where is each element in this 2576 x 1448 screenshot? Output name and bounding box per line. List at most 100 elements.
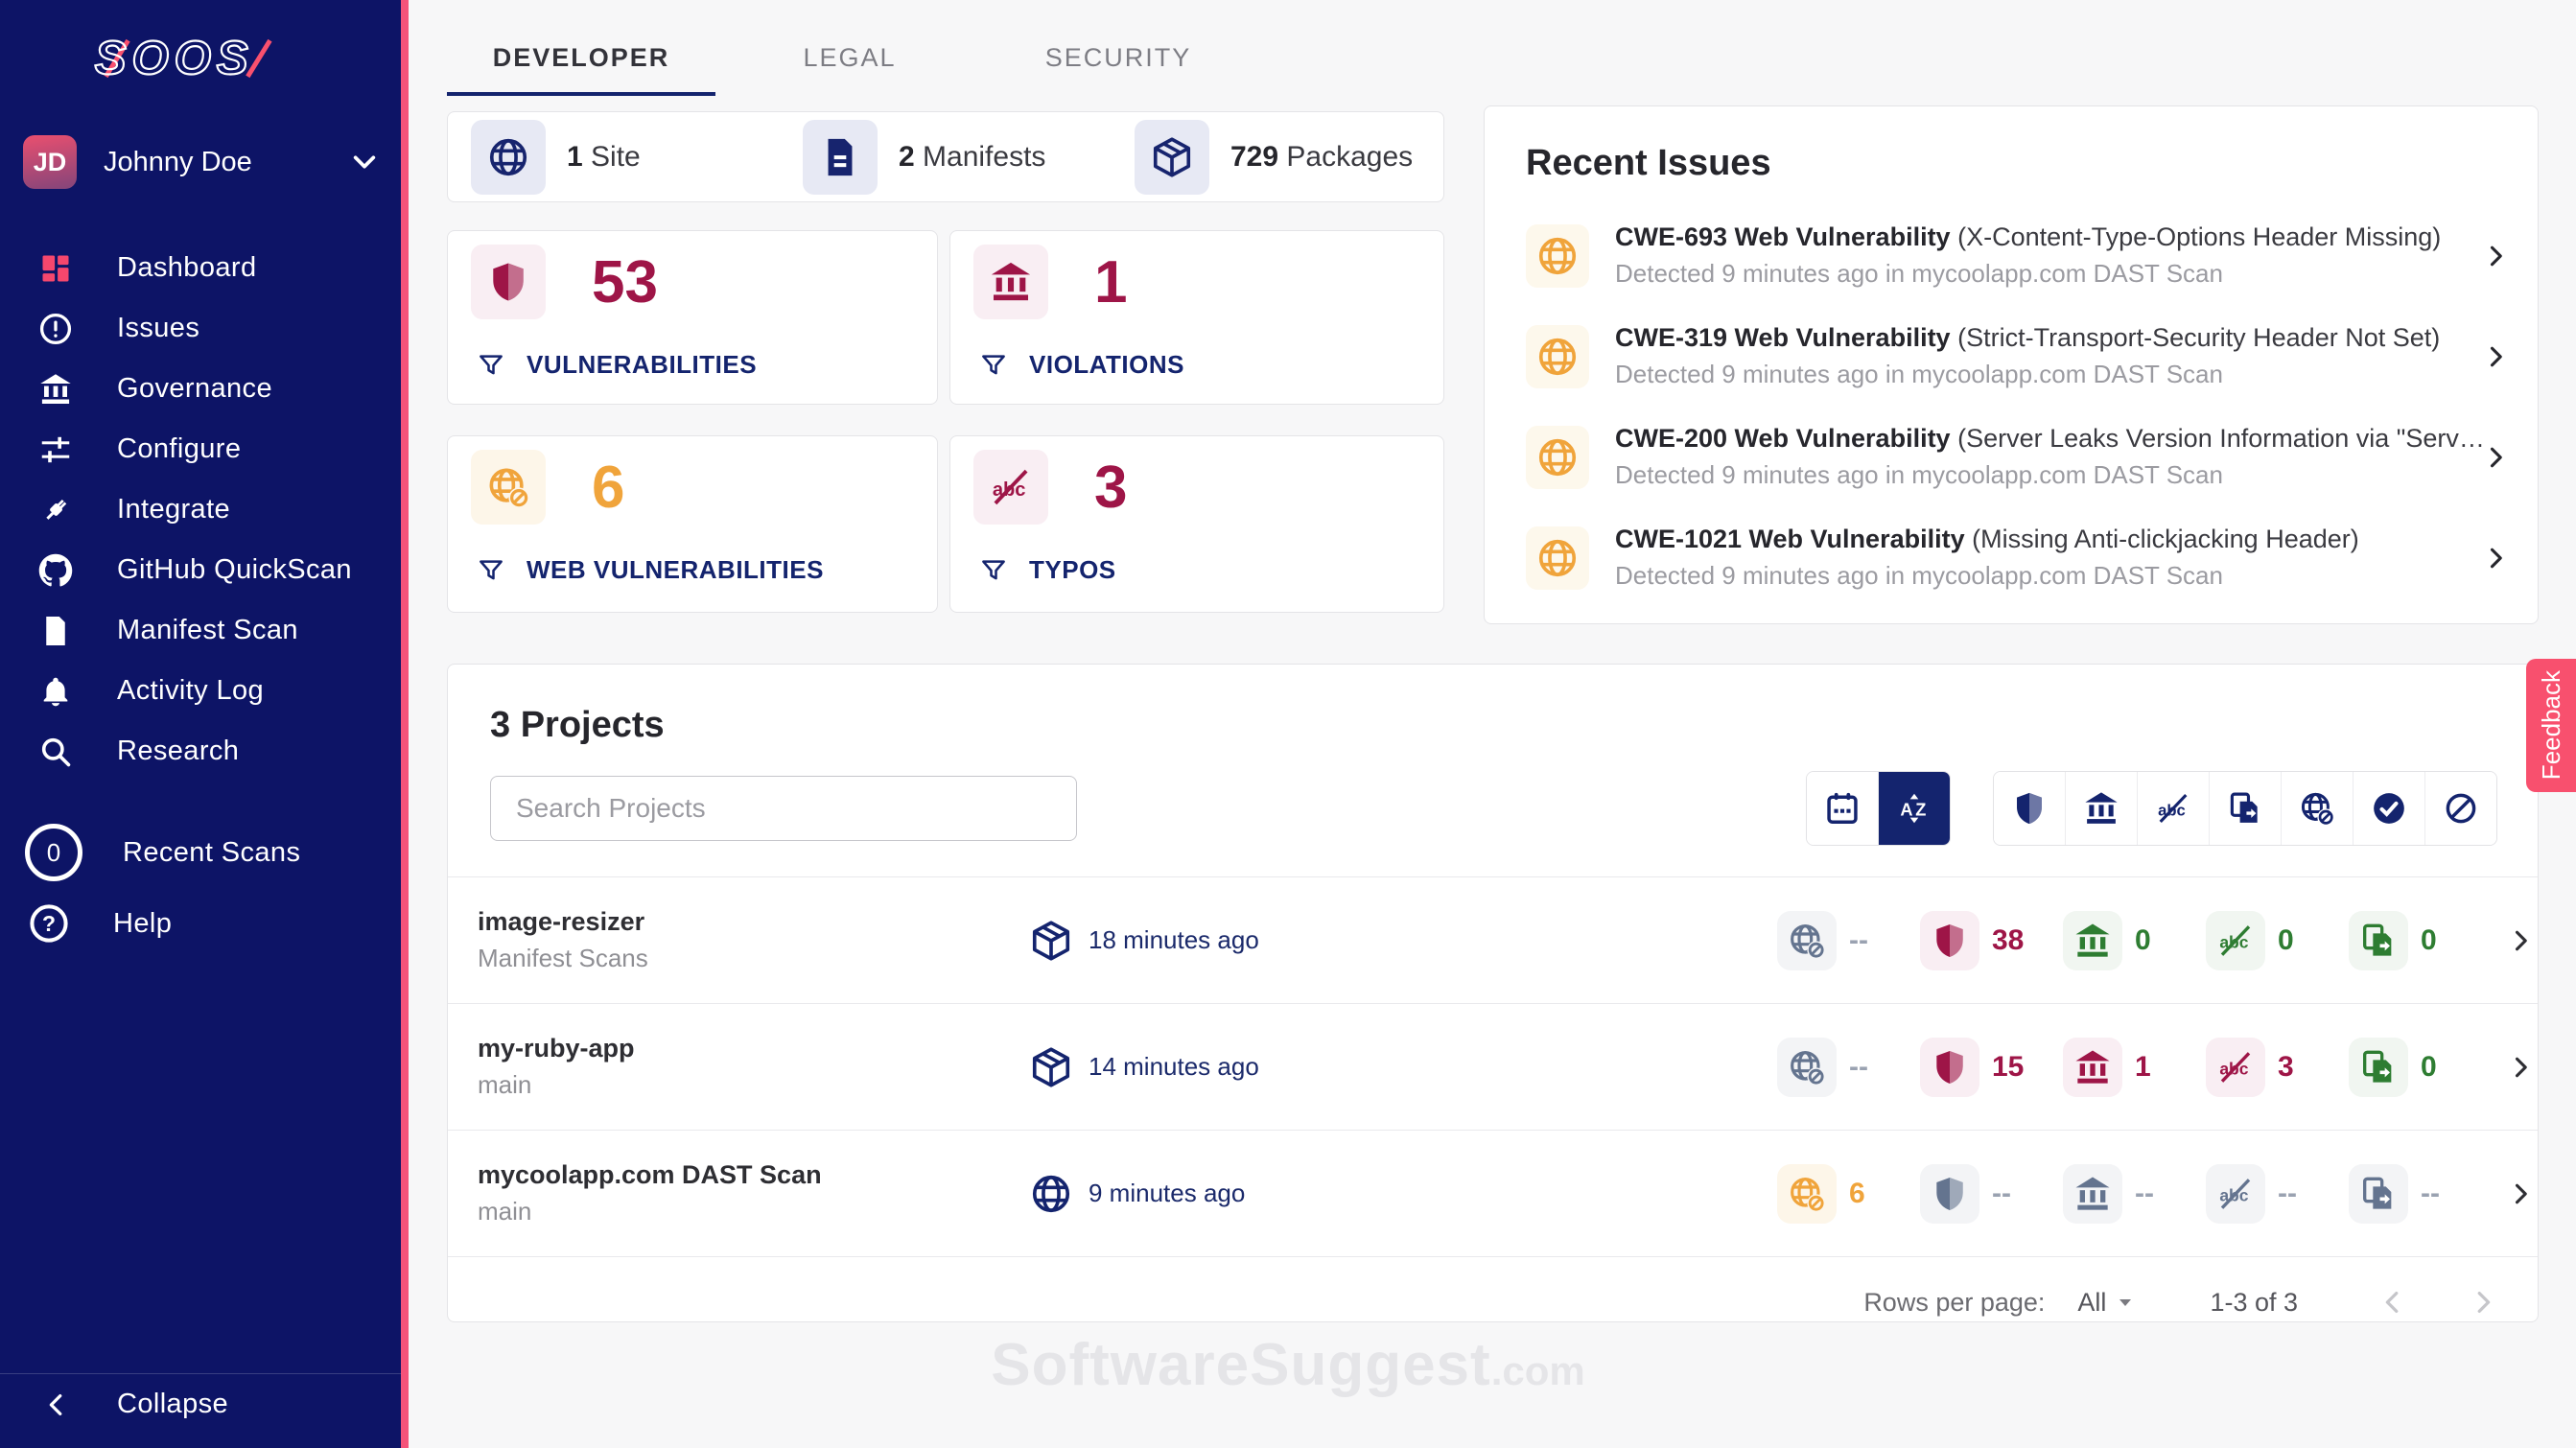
filter-typos-button[interactable]: abc bbox=[2137, 772, 2209, 845]
sidebar-item-research[interactable]: Research bbox=[0, 721, 401, 782]
chevron-right-icon[interactable] bbox=[2507, 1180, 2534, 1207]
project-last-scan-time: 14 minutes ago bbox=[1089, 1052, 1259, 1082]
manifest-icon bbox=[818, 135, 862, 179]
svg-text:A: A bbox=[1900, 800, 1912, 819]
plug-icon bbox=[38, 493, 73, 527]
filter-duplicates-button[interactable] bbox=[2209, 772, 2281, 845]
duplicates-stat: 0 bbox=[2349, 1038, 2492, 1097]
issue-desc: (X-Content-Type-Options Header Missing) bbox=[1957, 222, 2441, 251]
manifest-count: 2 bbox=[899, 141, 915, 173]
slash-circle-icon bbox=[2443, 790, 2479, 827]
filter-resolved-button[interactable] bbox=[2353, 772, 2424, 845]
package-label: Packages bbox=[1286, 141, 1413, 173]
abc-strike-icon: abc bbox=[2216, 922, 2255, 960]
project-row[interactable]: mycoolapp.com DAST Scan main 9 minutes a… bbox=[448, 1130, 2538, 1256]
sort-alphabetical-button[interactable]: AZ bbox=[1878, 772, 1950, 845]
sidebar-item-github-quickscan[interactable]: GitHub QuickScan bbox=[0, 540, 401, 600]
tab-developer[interactable]: DEVELOPER bbox=[447, 19, 715, 96]
manifests-stat: 2 Manifests bbox=[780, 120, 1112, 195]
typos-stat: abc0 bbox=[2206, 911, 2349, 970]
web-vulnerabilities-count: 6 bbox=[592, 454, 624, 522]
bank-icon bbox=[2083, 790, 2119, 827]
sidebar-item-label: Integrate bbox=[117, 494, 230, 525]
project-last-scan-time: 18 minutes ago bbox=[1089, 925, 1259, 955]
recent-scans-count-badge: 0 bbox=[25, 824, 82, 881]
next-page-button[interactable] bbox=[2469, 1288, 2497, 1317]
bell-icon bbox=[38, 674, 73, 709]
sidebar-item-help[interactable]: ? Help bbox=[0, 888, 401, 959]
shield-icon bbox=[1931, 1175, 1969, 1213]
site-count: 1 bbox=[567, 141, 583, 173]
bank-icon bbox=[2073, 1048, 2112, 1086]
chevron-right-icon[interactable] bbox=[2482, 444, 2509, 471]
issue-row[interactable]: CWE-1021 Web Vulnerability (Missing Anti… bbox=[1526, 507, 2509, 608]
duplicates-stat: -- bbox=[2349, 1164, 2492, 1224]
issue-row[interactable]: CWE-319 Web Vulnerability (Strict-Transp… bbox=[1526, 306, 2509, 407]
sidebar-item-governance[interactable]: Governance bbox=[0, 359, 401, 419]
filter-vulnerabilities-button[interactable] bbox=[1994, 772, 2065, 845]
chevron-right-icon[interactable] bbox=[2507, 1054, 2534, 1081]
previous-page-button[interactable] bbox=[2378, 1288, 2407, 1317]
sidebar-item-label: Manifest Scan bbox=[117, 615, 298, 646]
vulnerabilities-label: VULNERABILITIES bbox=[527, 350, 757, 380]
chevron-right-icon[interactable] bbox=[2482, 343, 2509, 370]
sidebar-nav: Dashboard Issues Governance Configure In… bbox=[0, 238, 401, 782]
dashboard-icon bbox=[38, 251, 73, 286]
packages-stat: 729 Packages bbox=[1112, 120, 1443, 195]
question-circle-icon: ? bbox=[28, 902, 70, 945]
sort-by-date-button[interactable] bbox=[1807, 772, 1878, 845]
manifest-label: Manifests bbox=[923, 141, 1045, 173]
shield-icon bbox=[1931, 922, 1969, 960]
typos-card[interactable]: abc 3 TYPOS bbox=[949, 435, 1444, 613]
filter-web-vulnerabilities-button[interactable] bbox=[2281, 772, 2353, 845]
abc-strike-icon: abc bbox=[2216, 1175, 2255, 1213]
rows-per-page-value: All bbox=[2077, 1288, 2106, 1318]
globe-slash-icon bbox=[1788, 1048, 1826, 1086]
file-upload-icon bbox=[38, 614, 73, 648]
chevron-right-icon[interactable] bbox=[2507, 927, 2534, 954]
project-name: image-resizer bbox=[478, 907, 1029, 937]
issue-detail: Detected 9 minutes ago in mycoolapp.com … bbox=[1615, 360, 2482, 389]
globe-icon bbox=[1029, 1172, 1073, 1216]
check-circle-icon bbox=[2371, 790, 2407, 827]
issue-row[interactable]: CWE-693 Web Vulnerability (X-Content-Typ… bbox=[1526, 205, 2509, 306]
user-menu[interactable]: JD Johnny Doe bbox=[23, 134, 380, 190]
bank-icon bbox=[989, 260, 1033, 304]
project-row[interactable]: image-resizer Manifest Scans 18 minutes … bbox=[448, 876, 2538, 1003]
sidebar-item-label: Activity Log bbox=[117, 675, 264, 707]
issue-row[interactable]: CWE-200 Web Vulnerability (Server Leaks … bbox=[1526, 407, 2509, 507]
globe-icon bbox=[1535, 234, 1580, 278]
sidebar-item-recent-scans[interactable]: 0 Recent Scans bbox=[0, 817, 401, 888]
filter-none-button[interactable] bbox=[2424, 772, 2496, 845]
sidebar-item-label: Configure bbox=[117, 433, 241, 465]
violations-card[interactable]: 1 VIOLATIONS bbox=[949, 230, 1444, 405]
shield-icon bbox=[486, 260, 530, 304]
web-vulnerabilities-label: WEB VULNERABILITIES bbox=[527, 555, 824, 585]
az-sort-icon: AZ bbox=[1896, 790, 1932, 827]
project-row[interactable]: my-ruby-app main 14 minutes ago -- 15 1 … bbox=[448, 1003, 2538, 1130]
chevron-right-icon[interactable] bbox=[2482, 545, 2509, 572]
tab-legal[interactable]: LEGAL bbox=[715, 19, 984, 96]
sidebar-item-integrate[interactable]: Integrate bbox=[0, 479, 401, 540]
sidebar-item-activity-log[interactable]: Activity Log bbox=[0, 661, 401, 721]
vulnerabilities-card[interactable]: 53 VULNERABILITIES bbox=[447, 230, 938, 405]
issue-title: CWE-319 Web Vulnerability bbox=[1615, 323, 1951, 352]
rows-per-page-select[interactable]: All bbox=[2077, 1288, 2137, 1318]
sidebar-item-dashboard[interactable]: Dashboard bbox=[0, 238, 401, 298]
chevron-right-icon[interactable] bbox=[2482, 243, 2509, 269]
feedback-button[interactable]: Feedback bbox=[2526, 659, 2576, 792]
sidebar-item-label: Research bbox=[117, 736, 239, 767]
sidebar-item-label: Dashboard bbox=[117, 252, 256, 284]
sidebar-item-configure[interactable]: Configure bbox=[0, 419, 401, 479]
search-input[interactable] bbox=[490, 776, 1077, 841]
sidebar-item-issues[interactable]: Issues bbox=[0, 298, 401, 359]
web-vulnerabilities-card[interactable]: 6 WEB VULNERABILITIES bbox=[447, 435, 938, 613]
vulnerabilities-stat: 15 bbox=[1920, 1038, 2063, 1097]
svg-text:Z: Z bbox=[1915, 800, 1926, 819]
vulnerabilities-count: 53 bbox=[592, 248, 658, 316]
sidebar-item-manifest-scan[interactable]: Manifest Scan bbox=[0, 600, 401, 661]
filter-violations-button[interactable] bbox=[2065, 772, 2137, 845]
tab-security[interactable]: SECURITY bbox=[984, 19, 1253, 96]
sidebar-item-label: Issues bbox=[117, 313, 199, 344]
typos-count: 3 bbox=[1094, 454, 1127, 522]
